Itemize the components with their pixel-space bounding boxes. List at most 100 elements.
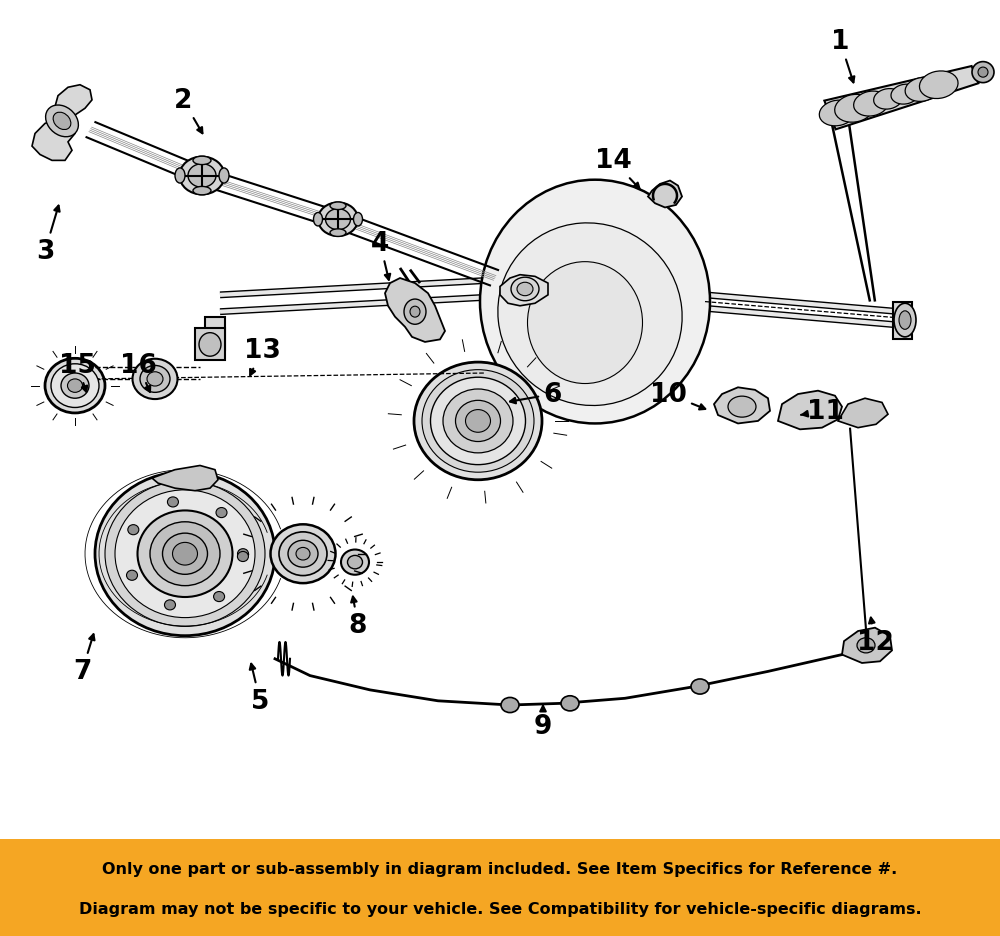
Text: 15: 15 — [59, 352, 95, 392]
Ellipse shape — [147, 373, 163, 387]
Ellipse shape — [167, 497, 178, 507]
Ellipse shape — [919, 72, 958, 99]
Polygon shape — [500, 275, 548, 306]
Text: Only one part or sub-assembly in diagram included. See Item Specifics for Refere: Only one part or sub-assembly in diagram… — [102, 861, 898, 876]
Text: 7: 7 — [73, 635, 95, 684]
Polygon shape — [824, 67, 978, 130]
Ellipse shape — [528, 262, 642, 384]
Ellipse shape — [430, 378, 526, 465]
Ellipse shape — [128, 525, 139, 535]
Ellipse shape — [854, 92, 889, 117]
Text: 12: 12 — [857, 618, 893, 655]
Ellipse shape — [51, 364, 99, 408]
Ellipse shape — [354, 213, 363, 227]
Ellipse shape — [404, 300, 426, 325]
Ellipse shape — [857, 638, 875, 653]
Text: 16: 16 — [120, 352, 156, 392]
Ellipse shape — [466, 410, 490, 432]
Text: 8: 8 — [349, 597, 367, 638]
Ellipse shape — [132, 359, 178, 400]
Text: 14: 14 — [595, 148, 640, 189]
Ellipse shape — [899, 312, 911, 330]
Ellipse shape — [175, 168, 185, 183]
Ellipse shape — [422, 371, 534, 473]
Text: 10: 10 — [650, 382, 705, 410]
Text: 5: 5 — [250, 664, 269, 714]
Ellipse shape — [140, 366, 170, 393]
Ellipse shape — [330, 229, 346, 237]
Ellipse shape — [288, 541, 318, 567]
Ellipse shape — [318, 203, 358, 237]
Ellipse shape — [874, 90, 902, 110]
Ellipse shape — [894, 304, 916, 338]
Ellipse shape — [314, 213, 322, 227]
Text: 4: 4 — [371, 230, 390, 281]
Polygon shape — [648, 182, 682, 208]
Ellipse shape — [188, 165, 216, 188]
Ellipse shape — [180, 157, 224, 196]
Ellipse shape — [138, 511, 232, 597]
Ellipse shape — [972, 63, 994, 83]
Ellipse shape — [296, 548, 310, 561]
Ellipse shape — [728, 397, 756, 417]
Ellipse shape — [45, 358, 105, 414]
Ellipse shape — [270, 525, 336, 583]
Polygon shape — [195, 329, 225, 361]
Polygon shape — [152, 466, 218, 491]
Ellipse shape — [68, 379, 82, 393]
Ellipse shape — [835, 95, 874, 123]
Ellipse shape — [498, 224, 682, 406]
Ellipse shape — [95, 473, 275, 636]
Ellipse shape — [199, 333, 221, 357]
Ellipse shape — [326, 210, 351, 230]
Ellipse shape — [561, 696, 579, 711]
Polygon shape — [32, 85, 92, 161]
Ellipse shape — [443, 389, 513, 453]
Ellipse shape — [115, 490, 255, 618]
Polygon shape — [842, 628, 892, 664]
Polygon shape — [714, 388, 770, 424]
Ellipse shape — [414, 363, 542, 480]
Ellipse shape — [511, 278, 539, 301]
Ellipse shape — [46, 106, 78, 138]
Ellipse shape — [410, 307, 420, 318]
Ellipse shape — [193, 187, 211, 196]
Polygon shape — [205, 317, 225, 351]
Polygon shape — [893, 302, 912, 340]
Ellipse shape — [214, 592, 225, 602]
Polygon shape — [778, 391, 842, 430]
Ellipse shape — [216, 508, 227, 518]
Ellipse shape — [164, 600, 175, 610]
Ellipse shape — [978, 68, 988, 78]
Text: 9: 9 — [534, 706, 552, 739]
Ellipse shape — [279, 533, 327, 576]
Ellipse shape — [517, 283, 533, 297]
Ellipse shape — [173, 543, 198, 565]
Ellipse shape — [348, 556, 362, 569]
FancyBboxPatch shape — [0, 840, 1000, 936]
Ellipse shape — [819, 101, 855, 126]
Text: 13: 13 — [244, 338, 280, 375]
Ellipse shape — [330, 203, 346, 211]
Ellipse shape — [105, 481, 265, 627]
Polygon shape — [838, 399, 888, 428]
Ellipse shape — [162, 534, 208, 575]
Ellipse shape — [238, 549, 248, 559]
Ellipse shape — [237, 552, 248, 562]
Ellipse shape — [691, 680, 709, 695]
Text: 11: 11 — [801, 399, 844, 424]
Ellipse shape — [905, 79, 939, 102]
Ellipse shape — [193, 157, 211, 166]
Ellipse shape — [501, 697, 519, 713]
Ellipse shape — [127, 571, 138, 580]
Ellipse shape — [61, 373, 89, 399]
Ellipse shape — [891, 85, 919, 105]
Ellipse shape — [150, 522, 220, 586]
Ellipse shape — [341, 550, 369, 575]
Text: 2: 2 — [174, 88, 202, 134]
Ellipse shape — [480, 181, 710, 424]
Text: Diagram may not be specific to your vehicle. See Compatibility for vehicle-speci: Diagram may not be specific to your vehi… — [79, 901, 921, 916]
Ellipse shape — [53, 113, 71, 130]
Ellipse shape — [219, 168, 229, 183]
Text: 1: 1 — [831, 29, 854, 83]
